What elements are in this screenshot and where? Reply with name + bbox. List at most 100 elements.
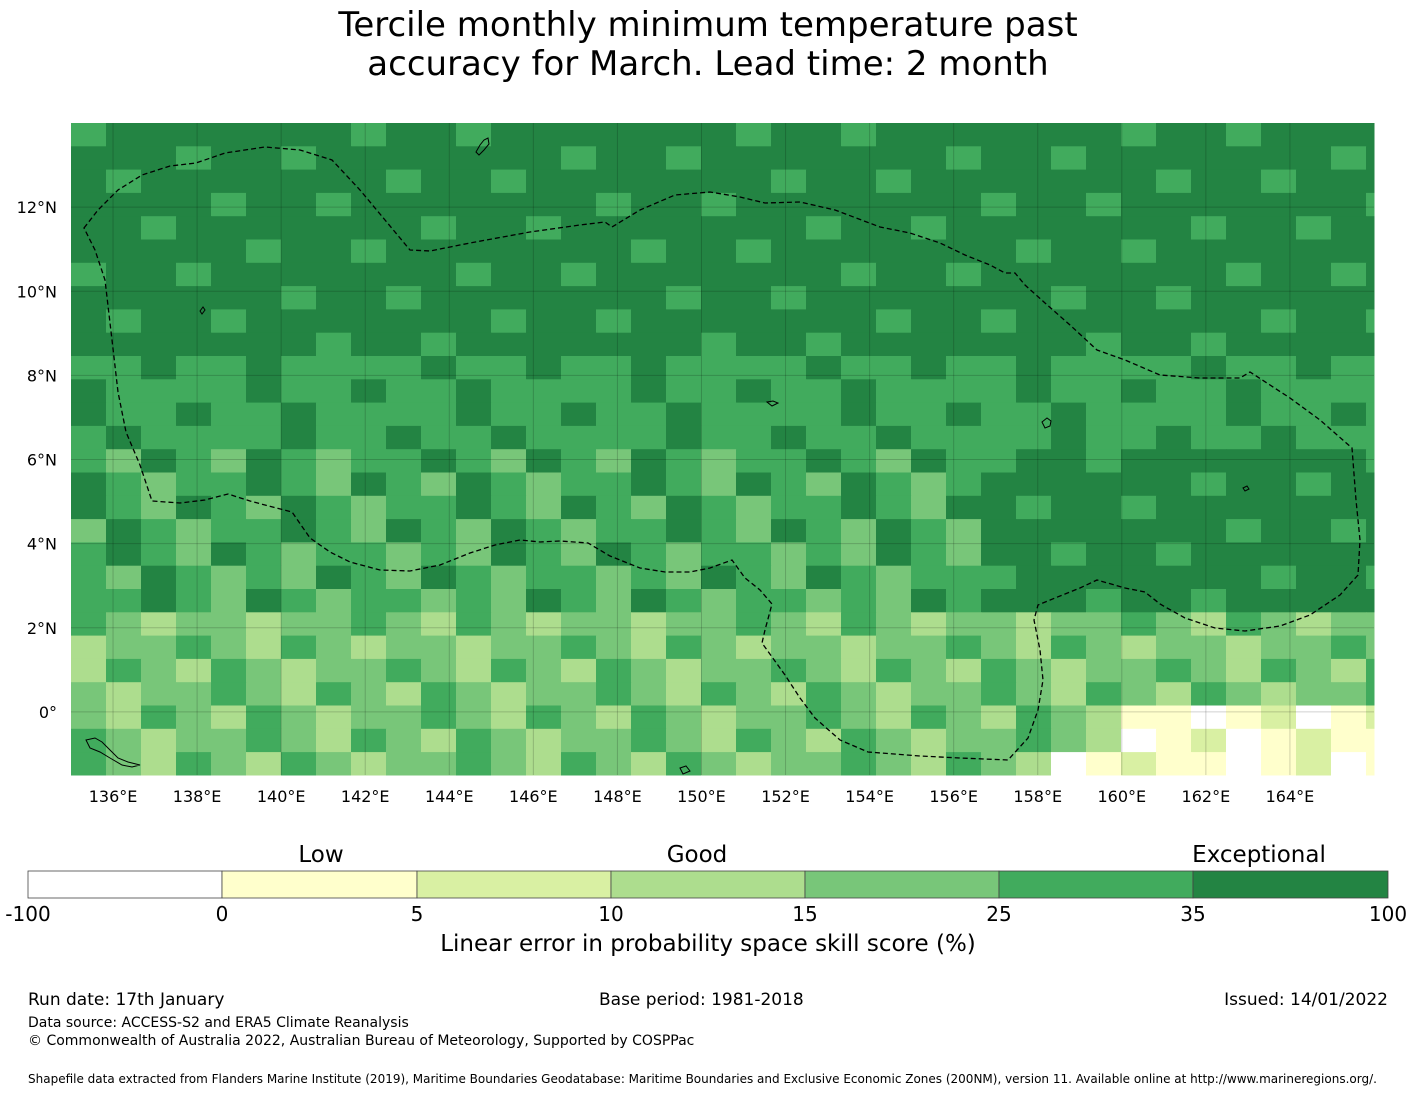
grid-cell bbox=[176, 705, 212, 730]
grid-cell bbox=[1191, 449, 1227, 473]
grid-cell bbox=[1051, 495, 1087, 520]
grid-cell bbox=[876, 728, 912, 753]
grid-cell bbox=[911, 332, 947, 357]
grid-cell bbox=[176, 239, 212, 264]
grid-cell bbox=[176, 542, 212, 567]
grid-cell bbox=[1051, 379, 1087, 404]
grid-cell bbox=[561, 658, 597, 683]
grid-cell bbox=[1121, 589, 1157, 613]
grid-cell bbox=[141, 635, 177, 660]
grid-cell bbox=[1191, 286, 1227, 310]
grid-cell bbox=[246, 542, 282, 567]
grid-cell bbox=[1086, 356, 1122, 380]
grid-cell bbox=[841, 519, 877, 543]
grid-cell bbox=[141, 728, 177, 753]
grid-cell bbox=[561, 472, 597, 497]
grid-cell bbox=[421, 589, 457, 613]
grid-cell bbox=[1121, 332, 1157, 357]
grid-cell bbox=[1086, 216, 1122, 240]
grid-cell bbox=[386, 728, 422, 753]
grid-cell bbox=[1226, 402, 1262, 427]
grid-cell bbox=[421, 379, 457, 404]
grid-cell bbox=[946, 332, 982, 357]
grid-cell bbox=[456, 286, 492, 310]
grid-cell bbox=[1331, 449, 1367, 473]
grid-cell bbox=[1261, 658, 1297, 683]
grid-cell bbox=[141, 425, 177, 450]
grid-cell bbox=[631, 402, 667, 427]
grid-cell bbox=[701, 286, 737, 310]
grid-cell bbox=[946, 752, 982, 776]
grid-cell bbox=[876, 425, 912, 450]
grid-cell bbox=[491, 425, 527, 450]
grid-cell bbox=[491, 192, 527, 217]
grid-cell bbox=[841, 565, 877, 590]
grid-cell bbox=[1086, 495, 1122, 520]
grid-cell bbox=[141, 356, 177, 380]
grid-cell bbox=[316, 752, 352, 776]
grid-cell bbox=[456, 239, 492, 264]
grid-cell bbox=[1261, 169, 1297, 194]
grid-cell bbox=[1156, 658, 1192, 683]
grid-cell bbox=[806, 658, 842, 683]
grid-cell bbox=[876, 682, 912, 706]
grid-cell bbox=[176, 449, 212, 473]
grid-cell bbox=[456, 565, 492, 590]
grid-cell bbox=[71, 472, 107, 497]
colorbar-tick: 15 bbox=[792, 902, 818, 926]
grid-cell bbox=[176, 379, 212, 404]
grid-cell bbox=[1226, 472, 1262, 497]
grid-cell bbox=[631, 332, 667, 357]
grid-cell bbox=[1051, 542, 1087, 567]
grid-cell bbox=[736, 123, 772, 147]
grid-cell bbox=[246, 589, 282, 613]
grid-cell bbox=[1331, 542, 1367, 567]
grid-cell bbox=[281, 752, 317, 776]
grid-cell bbox=[631, 169, 667, 194]
grid-cell bbox=[1086, 262, 1122, 287]
grid-cell bbox=[71, 309, 107, 334]
grid-cell bbox=[631, 612, 667, 637]
grid-cell bbox=[1016, 216, 1052, 240]
grid-cell bbox=[176, 472, 212, 497]
grid-cell bbox=[1086, 379, 1122, 404]
grid-cell bbox=[946, 495, 982, 520]
grid-cell bbox=[316, 192, 352, 217]
grid-cell bbox=[841, 705, 877, 730]
grid-cell bbox=[1296, 332, 1332, 357]
grid-cell bbox=[106, 286, 142, 310]
grid-cell bbox=[1086, 519, 1122, 543]
grid-cell bbox=[211, 379, 247, 404]
grid-cell bbox=[1156, 169, 1192, 194]
grid-cell bbox=[1086, 146, 1122, 171]
grid-cell bbox=[806, 495, 842, 520]
grid-cell bbox=[1331, 612, 1367, 637]
grid-cell bbox=[981, 146, 1017, 171]
grid-cell bbox=[281, 379, 317, 404]
grid-cell bbox=[386, 356, 422, 380]
grid-cell bbox=[771, 379, 807, 404]
grid-cell bbox=[316, 425, 352, 450]
grid-cell bbox=[106, 239, 142, 264]
grid-cell bbox=[841, 449, 877, 473]
grid-cell bbox=[71, 286, 107, 310]
grid-cell bbox=[1121, 425, 1157, 450]
grid-cell bbox=[421, 286, 457, 310]
grid-cell bbox=[141, 239, 177, 264]
grid-cell bbox=[141, 146, 177, 171]
grid-cell bbox=[701, 635, 737, 660]
grid-cell bbox=[351, 262, 387, 287]
grid-cell bbox=[736, 682, 772, 706]
grid-cell bbox=[701, 262, 737, 287]
grid-cell bbox=[1086, 635, 1122, 660]
grid-cell bbox=[1366, 495, 1375, 520]
grid-cell bbox=[1086, 286, 1122, 310]
grid-cell bbox=[736, 519, 772, 543]
grid-cell bbox=[911, 728, 947, 753]
grid-cell bbox=[1261, 239, 1297, 264]
grid-cell bbox=[316, 123, 352, 147]
grid-cell bbox=[1086, 449, 1122, 473]
grid-cell bbox=[561, 728, 597, 753]
grid-cell bbox=[946, 425, 982, 450]
grid-cell bbox=[1296, 658, 1332, 683]
